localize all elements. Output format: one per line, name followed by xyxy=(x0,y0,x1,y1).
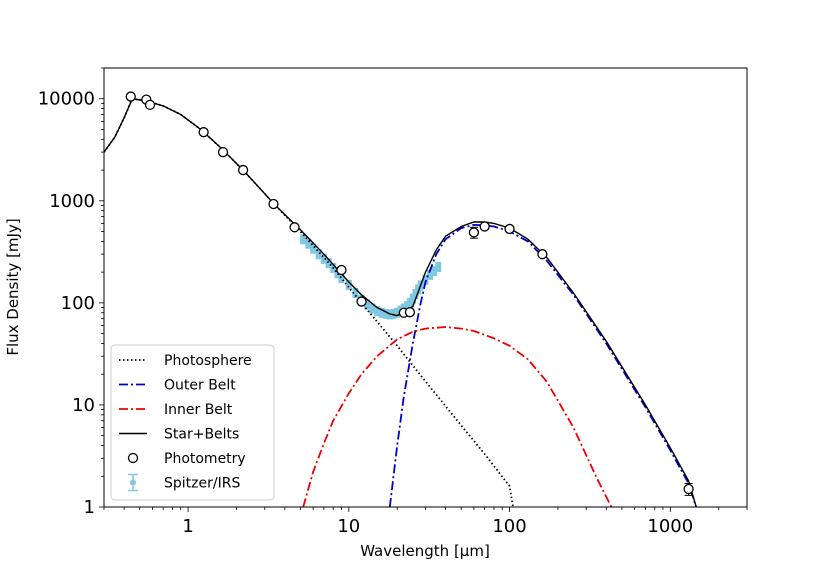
irs-point xyxy=(369,305,376,312)
legend-total-label: Star+Belts xyxy=(164,427,239,443)
legend: Photosphere Outer Belt Inner Belt Star+Belt… xyxy=(110,344,275,501)
irs-point xyxy=(310,245,317,252)
y-axis-label: Flux Density [mJy] xyxy=(4,218,22,355)
x-tick-label: 1000 xyxy=(647,516,693,537)
y-tick-label: 1 xyxy=(84,497,95,518)
legend-box xyxy=(110,344,275,501)
photometry-point xyxy=(237,164,249,176)
legend-inner-label: Inner Belt xyxy=(164,402,233,418)
x-tick-label: 100 xyxy=(492,516,526,537)
irs-point xyxy=(315,251,322,258)
inner-belt-line xyxy=(302,326,613,507)
legend-photometry-marker xyxy=(127,452,139,464)
photometry-point xyxy=(479,221,490,232)
irs-point xyxy=(300,236,307,243)
photometry-layer xyxy=(125,91,694,496)
legend-irs-marker xyxy=(130,479,136,486)
irs-point xyxy=(320,255,327,262)
photometry-point xyxy=(217,146,229,158)
photometry-point xyxy=(404,307,416,318)
y-tick-label: 10 xyxy=(72,395,95,416)
irs-point xyxy=(352,289,359,296)
photometry-point xyxy=(336,264,347,276)
x-axis-label: Wavelength [μm] xyxy=(360,542,490,560)
axis-ticks: 1 10 100 1000 1 10 100 1000 10000 xyxy=(38,67,748,537)
x-tick-label: 10 xyxy=(337,516,360,537)
y-tick-label: 10000 xyxy=(38,89,95,110)
photometry-point xyxy=(468,227,480,238)
star-belts-line xyxy=(104,97,697,507)
irs-point xyxy=(374,308,381,315)
irs-point xyxy=(435,263,442,270)
y-tick-label: 100 xyxy=(61,293,95,314)
photometry-point xyxy=(504,223,515,235)
legend-irs-label: Spitzer/IRS xyxy=(164,476,240,492)
photometry-point xyxy=(683,483,694,495)
photometry-point xyxy=(289,222,300,233)
legend-phot-label: Photometry xyxy=(164,451,246,467)
irs-layer xyxy=(300,234,442,320)
photometry-point xyxy=(144,99,156,111)
photometry-point xyxy=(198,127,209,138)
irs-point xyxy=(338,275,345,282)
photometry-point xyxy=(268,198,279,210)
photometry-point xyxy=(537,249,548,260)
legend-outer-label: Outer Belt xyxy=(164,378,236,394)
y-tick-label: 1000 xyxy=(49,191,95,212)
x-tick-label: 1 xyxy=(182,516,193,537)
photometry-point xyxy=(125,91,136,102)
irs-point xyxy=(305,240,312,247)
photometry-point xyxy=(356,296,367,307)
legend-photosphere-label: Photosphere xyxy=(164,353,252,369)
